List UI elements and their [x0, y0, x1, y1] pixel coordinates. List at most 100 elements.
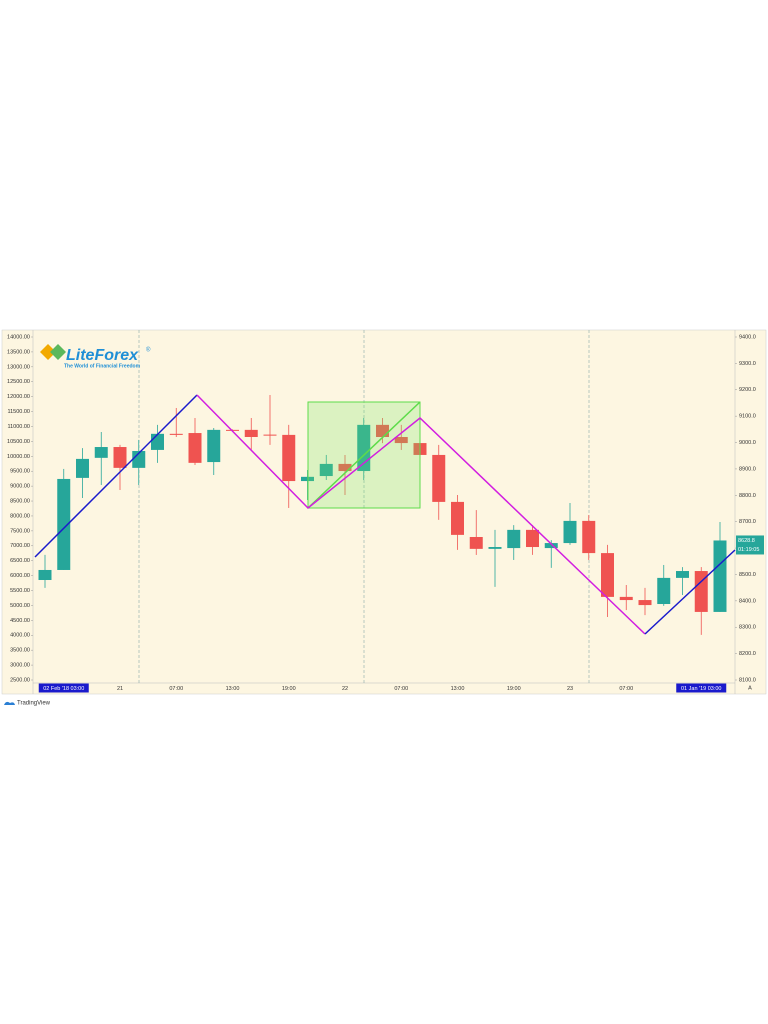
candle-body — [57, 478, 71, 570]
logo: LiteForex ® The World of Financial Freed… — [40, 344, 151, 369]
y-tick-label: 3000.00 — [10, 663, 30, 669]
auto-button[interactable]: A — [748, 685, 752, 691]
candle-body — [507, 529, 521, 549]
y-tick-label: 6500.00 — [10, 558, 30, 564]
candle-body — [113, 447, 127, 468]
x-tick-label: 19:00 — [282, 686, 296, 692]
logo-mark: ® — [146, 347, 151, 354]
last-price-box — [736, 535, 764, 555]
x-tick-label: 01 Jan '19 03:00 — [681, 686, 722, 692]
candle-body — [451, 501, 464, 535]
logo-icon — [40, 344, 56, 360]
x-tick-label: 13:00 — [226, 686, 240, 692]
y-tick-label: 10500.00 — [7, 439, 30, 445]
candle-body — [601, 553, 614, 597]
y-tick-label: 9500.00 — [10, 469, 30, 475]
y-tick-label: 9000.00 — [10, 484, 30, 490]
pattern-line — [307, 401, 421, 509]
y-tick-label: 13500.00 — [7, 349, 30, 355]
time-label-box — [676, 683, 727, 693]
y2-tick-label: 8400.0 — [739, 598, 756, 604]
candle-body — [151, 433, 164, 450]
y-tick-label: 11500.00 — [7, 409, 30, 415]
countdown-label: 01:19:05 — [738, 547, 759, 553]
candle-body — [488, 547, 502, 549]
candle-body — [207, 429, 221, 463]
candle-body — [526, 529, 539, 548]
candle-body — [169, 433, 183, 435]
y-tick-label: 12500.00 — [7, 379, 30, 385]
tradingview-icon — [4, 701, 15, 705]
chart-background — [1, 329, 767, 695]
y2-tick-label: 9300.0 — [739, 361, 756, 367]
candle-body — [563, 520, 577, 544]
candle-body — [38, 569, 52, 581]
x-tick-label: 22 — [342, 686, 348, 692]
y2-tick-label: 9000.0 — [739, 440, 756, 446]
y2-tick-label: 8900.0 — [739, 466, 756, 472]
y-tick-label: 4500.00 — [10, 618, 30, 624]
y-tick-label: 7000.00 — [10, 543, 30, 549]
y-tick-label: 6000.00 — [10, 573, 30, 579]
candle-body — [582, 520, 596, 554]
zigzag-line — [196, 394, 646, 635]
x-tick-label: 21 — [117, 686, 123, 692]
y2-tick-label: 9100.0 — [739, 414, 756, 420]
x-tick-label: 19:00 — [507, 686, 521, 692]
candle-body — [638, 600, 652, 606]
y2-tick-label: 8200.0 — [739, 651, 756, 657]
y2-tick-label: 9200.0 — [739, 387, 756, 393]
candle-body — [94, 447, 108, 458]
y-tick-label: 11000.00 — [7, 424, 30, 430]
candle-body — [432, 454, 446, 502]
candle-body — [338, 463, 352, 472]
candle-body — [357, 424, 371, 472]
y2-tick-label: 8500.0 — [739, 572, 756, 578]
logo-text: LiteForex — [66, 347, 139, 364]
y-tick-label: 5500.00 — [10, 588, 30, 594]
candle-body — [544, 543, 558, 549]
time-label-box — [38, 683, 89, 693]
y2-tick-label: 8300.0 — [739, 625, 756, 631]
footer-text: TradingView — [17, 701, 51, 707]
last-price-label: 8628.8 — [738, 538, 755, 544]
x-tick-label: 23 — [567, 686, 573, 692]
candle-body — [76, 458, 89, 478]
candles — [38, 395, 727, 635]
logo-icon — [50, 344, 66, 360]
session-separators — [138, 330, 590, 683]
y-tick-label: 10000.00 — [7, 454, 30, 460]
candle-body — [394, 436, 408, 444]
candle-body — [619, 596, 633, 601]
y2-tick-label: 8800.0 — [739, 493, 756, 499]
x-tick-label: 07:00 — [619, 686, 633, 692]
candle-body — [319, 463, 333, 477]
y2-tick-label: 8700.0 — [739, 519, 756, 525]
y2-tick-label: 9400.0 — [739, 334, 756, 340]
x-tick-label: 07:00 — [394, 686, 408, 692]
x-tick-label: 07:00 — [169, 686, 183, 692]
y-tick-label: 2500.00 — [10, 677, 30, 683]
candle-body — [244, 429, 258, 437]
y-tick-label: 8000.00 — [10, 513, 30, 519]
candle-body — [469, 536, 483, 549]
y-tick-label: 7500.00 — [10, 528, 30, 534]
logo-tagline: The World of Financial Freedom — [64, 363, 141, 369]
up-trend-line — [644, 549, 736, 635]
y-tick-label: 8500.00 — [10, 498, 30, 504]
candle-body — [676, 571, 689, 578]
y-tick-label: 4000.00 — [10, 633, 30, 639]
candle-body — [657, 577, 671, 605]
candle-body — [132, 450, 146, 468]
candle-body — [263, 434, 277, 436]
x-tick-label: 13:00 — [451, 686, 465, 692]
candle-body — [282, 434, 296, 482]
y-tick-label: 5000.00 — [10, 603, 30, 609]
candle-body — [694, 571, 708, 612]
y2-tick-label: 8100.0 — [739, 677, 756, 683]
y-tick-label: 3500.00 — [10, 648, 30, 654]
up-trend-line — [34, 394, 198, 558]
candle-body — [188, 433, 202, 463]
